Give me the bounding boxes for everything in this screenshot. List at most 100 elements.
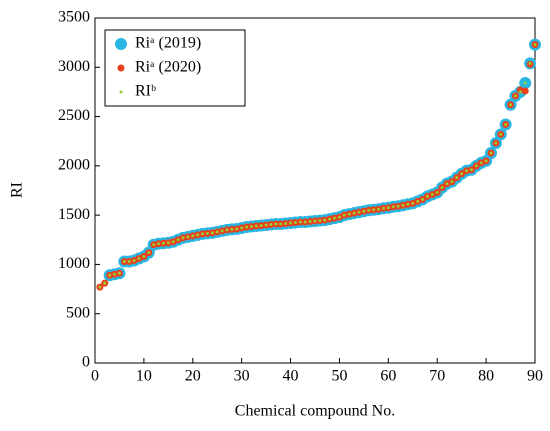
x-tick-label: 90: [527, 368, 543, 385]
point: [264, 223, 268, 227]
point: [357, 210, 361, 214]
point: [391, 205, 395, 209]
point: [435, 190, 439, 194]
point: [469, 168, 473, 172]
point: [455, 176, 459, 180]
point: [479, 161, 483, 165]
y-tick-label: 1000: [58, 255, 90, 272]
point: [425, 194, 429, 198]
point: [157, 242, 161, 246]
point: [279, 222, 283, 226]
plot-frame: [94, 17, 536, 364]
point: [372, 208, 376, 212]
point: [328, 217, 332, 221]
point: [127, 259, 131, 263]
x-tick-label: 80: [478, 368, 494, 385]
point: [504, 122, 508, 126]
point: [289, 221, 293, 225]
point: [240, 226, 244, 230]
point: [274, 222, 278, 226]
point: [298, 220, 302, 224]
point: [381, 206, 385, 210]
point: [347, 212, 351, 216]
point: [323, 218, 327, 222]
point: [416, 199, 420, 203]
y-tick-label: 1500: [58, 206, 90, 223]
point: [489, 151, 493, 155]
point: [113, 272, 117, 276]
point: [523, 81, 527, 85]
y-tick-label: 0: [82, 354, 90, 371]
point: [303, 220, 307, 224]
point: [484, 159, 488, 163]
point: [220, 229, 224, 233]
point: [293, 221, 297, 225]
point: [235, 227, 239, 231]
point: [122, 259, 126, 263]
point: [259, 223, 263, 227]
point: [98, 285, 102, 289]
point: [308, 220, 312, 224]
point: [176, 238, 180, 242]
y-tick-label: 2500: [58, 107, 90, 124]
legend-label: Riᵃ (2019): [135, 35, 201, 52]
x-axis-label: Chemical compound No.: [235, 403, 395, 420]
legend-marker: [119, 90, 123, 94]
point: [284, 222, 288, 226]
legend-label: Riᵃ (2020): [135, 59, 201, 76]
point: [137, 257, 141, 261]
point: [401, 203, 405, 207]
point: [142, 255, 146, 259]
x-tick-label: 30: [234, 368, 250, 385]
x-tick-label: 0: [91, 368, 99, 385]
point: [445, 182, 449, 186]
legend-label: RIᵇ: [135, 83, 156, 100]
point: [460, 172, 464, 176]
y-tick-label: 3500: [58, 9, 90, 26]
point: [352, 211, 356, 215]
point: [377, 207, 381, 211]
legend-marker: [115, 38, 127, 50]
point: [249, 224, 253, 228]
point: [333, 216, 337, 220]
point: [411, 201, 415, 205]
y-tick-label: 3000: [58, 58, 90, 75]
point: [108, 273, 112, 277]
point: [117, 271, 121, 275]
point: [215, 230, 219, 234]
point: [318, 219, 322, 223]
point: [528, 61, 532, 65]
point: [494, 141, 498, 145]
point: [421, 197, 425, 201]
point: [254, 224, 258, 228]
point: [201, 232, 205, 236]
y-tick-label: 2000: [58, 157, 90, 174]
point: [406, 202, 410, 206]
point: [132, 258, 136, 262]
point: [518, 90, 522, 94]
point: [269, 223, 273, 227]
point: [450, 180, 454, 184]
point: [230, 227, 234, 231]
point: [196, 233, 200, 237]
legend-marker: [117, 64, 125, 72]
point: [103, 281, 107, 285]
point: [396, 204, 400, 208]
point: [181, 236, 185, 240]
point: [245, 225, 249, 229]
point: [225, 228, 229, 232]
point: [440, 186, 444, 190]
point: [337, 215, 341, 219]
legend-box: [104, 29, 246, 107]
point: [430, 192, 434, 196]
point: [161, 241, 165, 245]
point: [499, 132, 503, 136]
point: [509, 103, 513, 107]
point: [210, 231, 214, 235]
point: [521, 87, 529, 95]
point: [313, 219, 317, 223]
point: [166, 241, 170, 245]
point: [362, 209, 366, 213]
x-tick-label: 20: [185, 368, 201, 385]
